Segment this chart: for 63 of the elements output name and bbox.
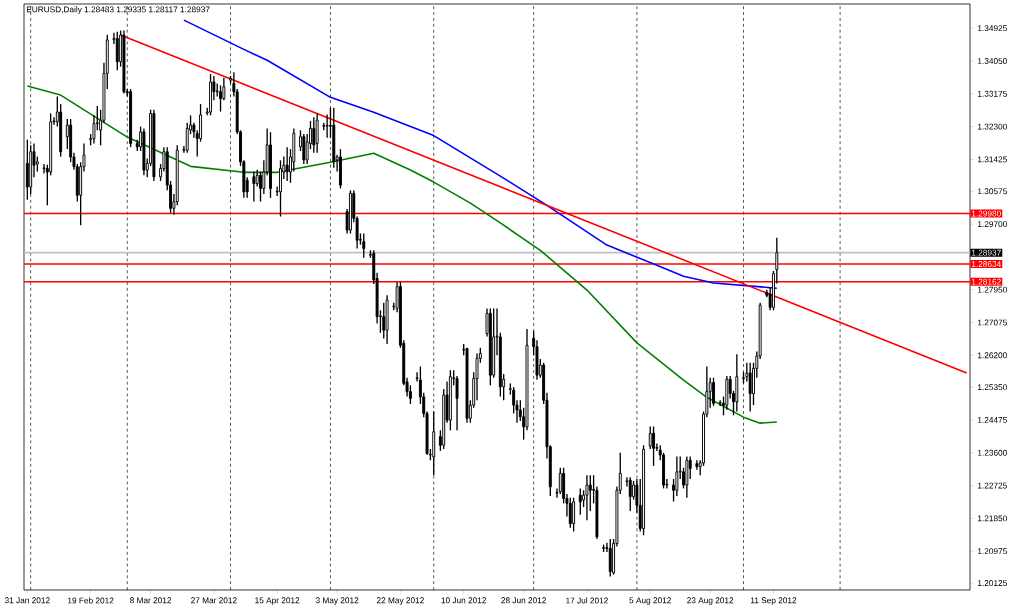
ref-line-label: 1.28634 (971, 261, 1001, 267)
y-tick-label: 1.27950 (978, 286, 1007, 293)
y-tick-label: 1.20125 (978, 580, 1007, 586)
x-tick-label: 15 Apr 2012 (255, 597, 300, 605)
candlestick (312, 116, 316, 154)
x-tick-label: 27 Mar 2012 (191, 597, 237, 604)
candlestick (259, 170, 262, 203)
candlestick (572, 497, 576, 533)
y-tick-label: 1.31425 (978, 156, 1007, 163)
candlestick (285, 146, 289, 182)
y-tick-label: 1.34925 (978, 25, 1007, 32)
y-tick-label: 1.21850 (978, 515, 1007, 522)
candlestick (585, 474, 589, 521)
y-tick-label: 1.23600 (978, 449, 1007, 456)
ref-line-label: 1.28162 (971, 278, 1001, 285)
x-tick-label: 31 Jan 2012 (4, 597, 50, 604)
y-tick-label: 1.20975 (978, 548, 1007, 555)
ref-line-label: 1.28937 (971, 249, 1001, 256)
y-tick-label: 1.25350 (978, 384, 1007, 391)
candlestick (269, 131, 272, 199)
x-tick-label: 28 Jun 2012 (501, 597, 546, 604)
candlestick (279, 159, 282, 218)
y-tick-label: 1.30575 (978, 188, 1007, 195)
y-tick-label: 1.27075 (978, 319, 1007, 326)
candlestick (588, 474, 592, 512)
x-tick-label: 11 Sep 2012 (750, 597, 797, 605)
x-tick-label: 10 Jun 2012 (441, 597, 487, 604)
y-tick-label: 1.32300 (978, 123, 1007, 130)
x-tick-label: 23 Aug 2012 (687, 597, 734, 605)
candlestick (608, 538, 612, 578)
line-series (26, 85, 778, 424)
candlestick (302, 133, 306, 165)
x-tick-label: 8 Mar 2012 (130, 597, 172, 604)
y-tick-label: 1.26200 (978, 352, 1007, 359)
candlestick (568, 497, 572, 529)
y-tick-label: 1.33175 (978, 90, 1007, 97)
candlestick (748, 362, 752, 413)
x-tick-label: 19 Feb 2012 (68, 597, 114, 604)
candlestick (578, 487, 582, 516)
candlestick (219, 84, 223, 113)
y-tick-label: 1.24475 (978, 417, 1007, 423)
candlestick (315, 112, 319, 154)
x-tick-label: 5 Aug 2012 (629, 597, 671, 605)
candlestick (209, 73, 213, 117)
candlestick (115, 31, 119, 72)
y-tick-label: 1.34050 (978, 58, 1007, 64)
candlestick (712, 377, 715, 407)
candlestick (362, 232, 366, 259)
candlestick (628, 476, 632, 512)
x-tick-label: 3 May 2012 (315, 597, 359, 605)
y-tick-label: 1.29700 (978, 221, 1007, 227)
ref-line-label: 1.29980 (971, 210, 1001, 217)
candlestick (695, 459, 699, 471)
chart-title: EURUSD,Daily 1.28483 1.29335 1.28117 1.28937 (26, 6, 210, 14)
candlestick (338, 148, 342, 190)
candlestick (558, 467, 562, 495)
line-series (183, 19, 778, 289)
candlestick (382, 302, 386, 340)
candlestick (652, 425, 656, 467)
x-tick-label: 17 Jul 2012 (566, 597, 608, 604)
y-tick-label: 1.22725 (978, 482, 1007, 489)
candlestick (648, 425, 652, 450)
x-tick-label: 22 May 2012 (376, 597, 424, 605)
